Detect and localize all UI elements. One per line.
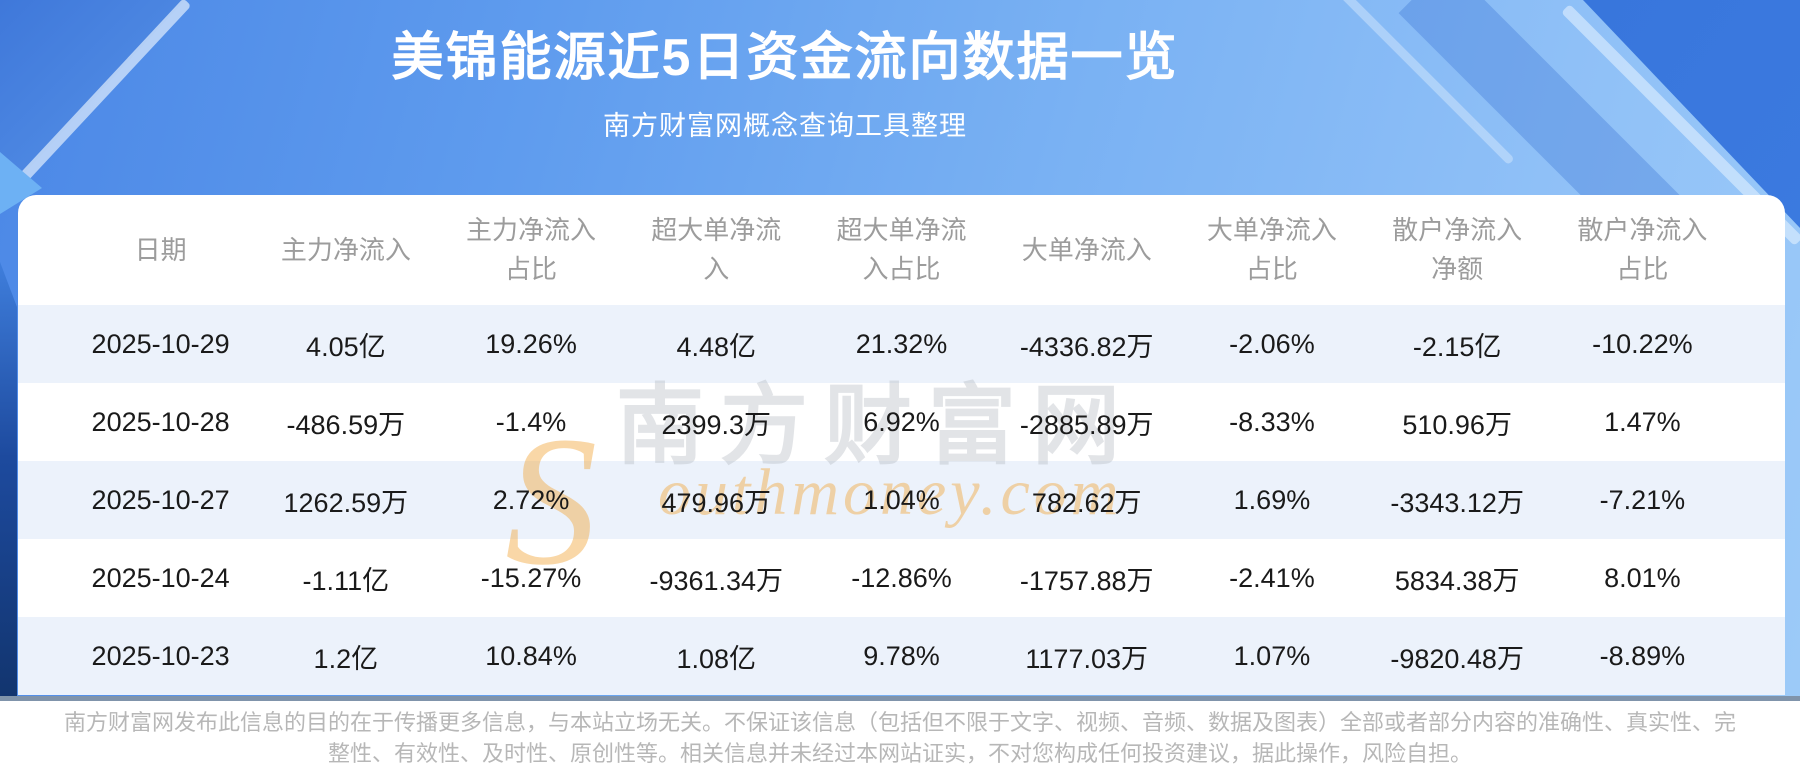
table-cell: 1.47% bbox=[1604, 406, 1681, 437]
table-cell: 19.26% bbox=[485, 328, 577, 359]
table-row: 2025-10-27 1262.59万 2.72% 479.96万 1.04% … bbox=[18, 461, 1785, 539]
page-title: 美锦能源近5日资金流向数据一览 bbox=[391, 29, 1179, 87]
col-header-large-order-net-inflow: 大单净流入 bbox=[1021, 234, 1152, 265]
table-cell: -2.06% bbox=[1229, 328, 1315, 359]
table-cell: 9.78% bbox=[863, 640, 940, 671]
col-header-main-net-inflow: 主力净流入 bbox=[280, 234, 411, 265]
table-cell: -2.41% bbox=[1229, 562, 1315, 593]
data-table-card: 南方财富网 S outhmoney.com 日期 主力净流入 主力净流入占比 超… bbox=[18, 195, 1785, 695]
table-cell: -12.86% bbox=[851, 562, 952, 593]
table-cell: -9820.48万 bbox=[1390, 643, 1524, 674]
table-cell: -1.4% bbox=[495, 406, 567, 437]
table-cell: -1.11亿 bbox=[302, 565, 390, 596]
footer: 南方财富网发布此信息的目的在于传播更多信息，与本站立场无关。不保证该信息（包括但… bbox=[0, 701, 1800, 769]
table-cell: -15.27% bbox=[480, 562, 582, 593]
col-header-xl-order-net-inflow-pct: 超大单净流入占比 bbox=[836, 215, 967, 284]
table-row: 2025-10-28 -486.59万 -1.4% 2399.3万 6.92% … bbox=[18, 383, 1785, 461]
table-cell-date: 2025-10-24 bbox=[91, 562, 230, 593]
col-header-main-net-inflow-pct: 主力净流入占比 bbox=[466, 215, 597, 284]
table-cell: 782.62万 bbox=[1031, 487, 1142, 518]
table-cell: 1.2亿 bbox=[313, 643, 379, 674]
table-cell: 6.92% bbox=[863, 406, 940, 437]
table-cell: 1262.59万 bbox=[283, 487, 409, 518]
table-cell: -4336.82万 bbox=[1019, 331, 1154, 362]
table-cell: 4.48亿 bbox=[676, 331, 757, 362]
col-header-retail-net-inflow-pct: 散户净流入占比 bbox=[1577, 215, 1708, 284]
table-row: 2025-10-29 4.05亿 19.26% 4.48亿 21.32% -43… bbox=[18, 305, 1785, 383]
table-cell: 510.96万 bbox=[1402, 409, 1512, 440]
table-cell: 4.05亿 bbox=[306, 331, 386, 362]
table-cell: -7.21% bbox=[1599, 484, 1686, 515]
col-header-retail-net-inflow: 散户净流入净额 bbox=[1392, 215, 1523, 284]
footer-divider bbox=[0, 696, 1800, 701]
table-cell: 2.72% bbox=[492, 484, 570, 515]
table-header-row: 日期 主力净流入 主力净流入占比 超大单净流入 超大单净流入占比 大单净流入 大… bbox=[18, 195, 1785, 305]
table-cell: -2885.89万 bbox=[1019, 409, 1154, 440]
table-cell: -1757.88万 bbox=[1019, 565, 1154, 596]
table-cell: 1.69% bbox=[1233, 484, 1311, 515]
col-header-large-order-net-inflow-pct: 大单净流入占比 bbox=[1206, 215, 1337, 284]
table-cell: -3343.12万 bbox=[1390, 487, 1524, 518]
table-row: 2025-10-23 1.2亿 10.84% 1.08亿 9.78% 1177.… bbox=[18, 617, 1785, 695]
table-cell: 10.84% bbox=[485, 640, 577, 671]
table-cell-date: 2025-10-23 bbox=[91, 640, 230, 671]
table-cell-date: 2025-10-27 bbox=[91, 484, 230, 515]
page-subtitle: 南方财富网概念查询工具整理 bbox=[603, 111, 967, 141]
table-cell: 5834.38万 bbox=[1394, 565, 1520, 596]
table-cell: -10.22% bbox=[1592, 328, 1693, 359]
table-cell: 2399.3万 bbox=[661, 409, 772, 440]
table-cell: 1177.03万 bbox=[1025, 643, 1149, 674]
table-cell: -8.89% bbox=[1599, 640, 1686, 671]
table-cell: 8.01% bbox=[1604, 562, 1681, 593]
table-cell: 1.07% bbox=[1233, 640, 1311, 671]
table-cell-date: 2025-10-28 bbox=[91, 406, 230, 437]
table-row: 2025-10-24 -1.11亿 -15.27% -9361.34万 -12.… bbox=[18, 539, 1785, 617]
table-cell: -486.59万 bbox=[286, 409, 406, 440]
footer-disclaimer: 南方财富网发布此信息的目的在于传播更多信息，与本站立场无关。不保证该信息（包括但… bbox=[63, 710, 1736, 766]
table-cell: -2.15亿 bbox=[1412, 331, 1502, 362]
table-cell: 1.08亿 bbox=[676, 643, 757, 674]
table-cell: 479.96万 bbox=[661, 487, 772, 518]
table-cell-date: 2025-10-29 bbox=[91, 328, 230, 359]
bg-pillar-left-strip bbox=[0, 262, 17, 696]
col-header-date: 日期 bbox=[134, 234, 187, 265]
col-header-xl-order-net-inflow: 超大单净流入 bbox=[651, 215, 782, 284]
table-cell: 21.32% bbox=[855, 328, 948, 359]
table-cell: -9361.34万 bbox=[649, 565, 784, 596]
table-cell: 1.04% bbox=[863, 484, 940, 515]
table-cell: -8.33% bbox=[1229, 406, 1315, 437]
